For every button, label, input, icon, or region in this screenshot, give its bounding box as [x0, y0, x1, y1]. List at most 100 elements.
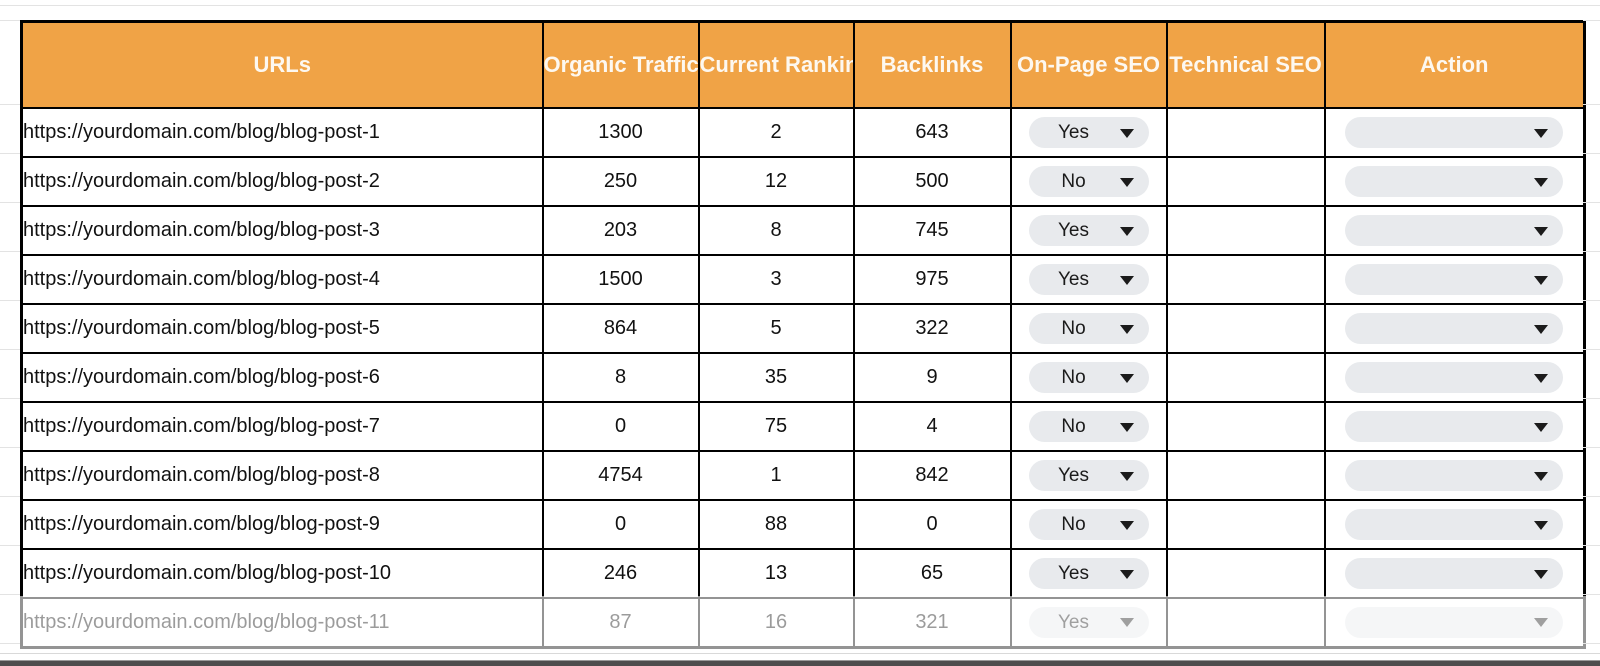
action-dropdown[interactable]: [1345, 509, 1564, 540]
on-page-seo-cell[interactable]: Yes: [1009, 254, 1168, 305]
current-ranking-cell[interactable]: 5: [697, 303, 855, 354]
organic-traffic-cell[interactable]: 246: [541, 548, 700, 599]
on-page-seo-cell[interactable]: No: [1009, 303, 1168, 354]
backlinks-cell[interactable]: 0: [852, 499, 1012, 550]
header-action[interactable]: Action: [1323, 20, 1586, 109]
on-page-seo-cell[interactable]: Yes: [1009, 107, 1168, 158]
action-dropdown[interactable]: [1345, 411, 1564, 442]
header-backlinks[interactable]: Backlinks: [852, 20, 1012, 109]
url-cell[interactable]: https://yourdomain.com/blog/blog-post-10: [20, 548, 544, 599]
current-ranking-cell[interactable]: 12: [697, 156, 855, 207]
url-cell[interactable]: https://yourdomain.com/blog/blog-post-8: [20, 450, 544, 501]
header-on-page-seo[interactable]: On-Page SEO: [1009, 20, 1168, 109]
action-dropdown[interactable]: [1345, 264, 1564, 295]
action-cell[interactable]: [1323, 499, 1586, 550]
on-page-seo-dropdown[interactable]: Yes: [1028, 264, 1149, 295]
technical-seo-cell[interactable]: [1165, 352, 1326, 403]
action-dropdown[interactable]: [1345, 606, 1564, 638]
on-page-seo-cell[interactable]: No: [1009, 156, 1168, 207]
backlinks-cell[interactable]: 321: [852, 597, 1012, 648]
organic-traffic-cell[interactable]: 8: [541, 352, 700, 403]
current-ranking-cell[interactable]: 35: [697, 352, 855, 403]
technical-seo-cell[interactable]: [1165, 450, 1326, 501]
organic-traffic-cell[interactable]: 1500: [541, 254, 700, 305]
on-page-seo-dropdown[interactable]: No: [1028, 411, 1149, 442]
action-cell[interactable]: [1323, 156, 1586, 207]
backlinks-cell[interactable]: 322: [852, 303, 1012, 354]
url-cell[interactable]: https://yourdomain.com/blog/blog-post-3: [20, 205, 544, 256]
action-dropdown[interactable]: [1345, 362, 1564, 393]
url-cell[interactable]: https://yourdomain.com/blog/blog-post-6: [20, 352, 544, 403]
technical-seo-cell[interactable]: [1165, 597, 1326, 648]
backlinks-cell[interactable]: 500: [852, 156, 1012, 207]
backlinks-cell[interactable]: 975: [852, 254, 1012, 305]
action-dropdown[interactable]: [1345, 117, 1564, 148]
current-ranking-cell[interactable]: 16: [697, 597, 855, 648]
current-ranking-cell[interactable]: 1: [697, 450, 855, 501]
action-cell[interactable]: [1323, 303, 1586, 354]
url-cell[interactable]: https://yourdomain.com/blog/blog-post-2: [20, 156, 544, 207]
url-cell[interactable]: https://yourdomain.com/blog/blog-post-4: [20, 254, 544, 305]
url-cell[interactable]: https://yourdomain.com/blog/blog-post-11: [20, 597, 544, 648]
action-cell[interactable]: [1323, 401, 1586, 452]
url-cell[interactable]: https://yourdomain.com/blog/blog-post-7: [20, 401, 544, 452]
action-dropdown[interactable]: [1345, 166, 1564, 197]
technical-seo-cell[interactable]: [1165, 499, 1326, 550]
action-cell[interactable]: [1323, 352, 1586, 403]
url-cell[interactable]: https://yourdomain.com/blog/blog-post-5: [20, 303, 544, 354]
current-ranking-cell[interactable]: 3: [697, 254, 855, 305]
on-page-seo-dropdown[interactable]: Yes: [1028, 460, 1149, 491]
on-page-seo-cell[interactable]: Yes: [1009, 205, 1168, 256]
technical-seo-cell[interactable]: [1165, 401, 1326, 452]
organic-traffic-cell[interactable]: 4754: [541, 450, 700, 501]
backlinks-cell[interactable]: 842: [852, 450, 1012, 501]
backlinks-cell[interactable]: 4: [852, 401, 1012, 452]
action-cell[interactable]: [1323, 548, 1586, 599]
on-page-seo-dropdown[interactable]: No: [1028, 313, 1149, 344]
on-page-seo-cell[interactable]: Yes: [1009, 597, 1168, 648]
on-page-seo-cell[interactable]: No: [1009, 401, 1168, 452]
technical-seo-cell[interactable]: [1165, 107, 1326, 158]
url-cell[interactable]: https://yourdomain.com/blog/blog-post-9: [20, 499, 544, 550]
organic-traffic-cell[interactable]: 203: [541, 205, 700, 256]
header-current-ranking[interactable]: Current Ranking: [697, 20, 855, 109]
on-page-seo-cell[interactable]: Yes: [1009, 450, 1168, 501]
action-cell[interactable]: [1323, 597, 1586, 648]
technical-seo-cell[interactable]: [1165, 254, 1326, 305]
current-ranking-cell[interactable]: 88: [697, 499, 855, 550]
action-cell[interactable]: [1323, 205, 1586, 256]
header-urls[interactable]: URLs: [20, 20, 544, 109]
action-cell[interactable]: [1323, 107, 1586, 158]
current-ranking-cell[interactable]: 13: [697, 548, 855, 599]
organic-traffic-cell[interactable]: 0: [541, 499, 700, 550]
current-ranking-cell[interactable]: 75: [697, 401, 855, 452]
on-page-seo-cell[interactable]: Yes: [1009, 548, 1168, 599]
action-dropdown[interactable]: [1345, 460, 1564, 491]
on-page-seo-dropdown[interactable]: No: [1028, 509, 1149, 540]
organic-traffic-cell[interactable]: 250: [541, 156, 700, 207]
on-page-seo-dropdown[interactable]: No: [1028, 166, 1149, 197]
action-cell[interactable]: [1323, 450, 1586, 501]
organic-traffic-cell[interactable]: 0: [541, 401, 700, 452]
on-page-seo-dropdown[interactable]: Yes: [1028, 558, 1149, 589]
backlinks-cell[interactable]: 65: [852, 548, 1012, 599]
technical-seo-cell[interactable]: [1165, 156, 1326, 207]
current-ranking-cell[interactable]: 8: [697, 205, 855, 256]
on-page-seo-dropdown[interactable]: Yes: [1028, 606, 1149, 638]
organic-traffic-cell[interactable]: 87: [541, 597, 700, 648]
url-cell[interactable]: https://yourdomain.com/blog/blog-post-1: [20, 107, 544, 158]
header-technical-seo[interactable]: Technical SEO: [1165, 20, 1326, 109]
technical-seo-cell[interactable]: [1165, 303, 1326, 354]
technical-seo-cell[interactable]: [1165, 548, 1326, 599]
action-dropdown[interactable]: [1345, 558, 1564, 589]
on-page-seo-cell[interactable]: No: [1009, 499, 1168, 550]
header-organic-traffic[interactable]: Organic Traffic: [541, 20, 700, 109]
backlinks-cell[interactable]: 643: [852, 107, 1012, 158]
action-cell[interactable]: [1323, 254, 1586, 305]
organic-traffic-cell[interactable]: 1300: [541, 107, 700, 158]
current-ranking-cell[interactable]: 2: [697, 107, 855, 158]
on-page-seo-cell[interactable]: No: [1009, 352, 1168, 403]
on-page-seo-dropdown[interactable]: Yes: [1028, 215, 1149, 246]
organic-traffic-cell[interactable]: 864: [541, 303, 700, 354]
on-page-seo-dropdown[interactable]: No: [1028, 362, 1149, 393]
